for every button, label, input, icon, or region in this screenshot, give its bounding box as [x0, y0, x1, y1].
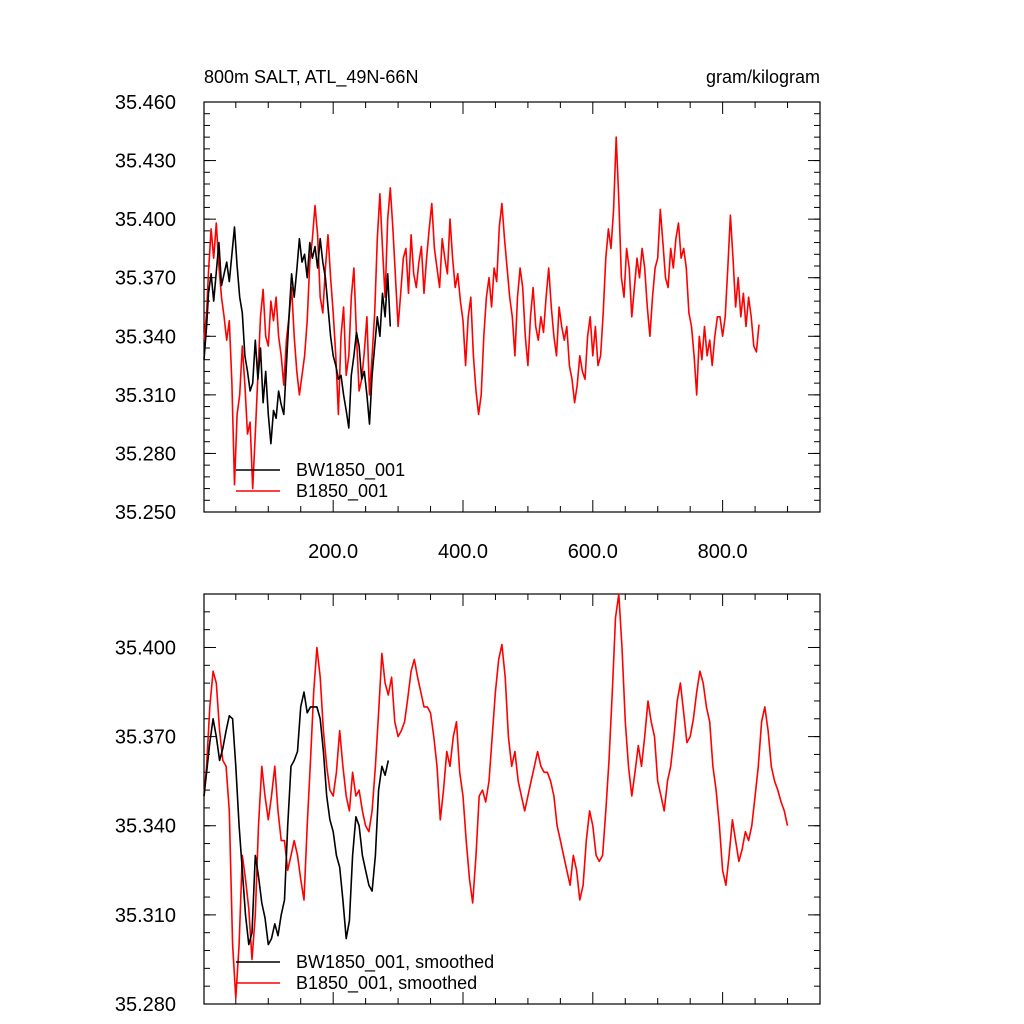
top-panel-units: gram/kilogram — [706, 67, 820, 87]
bottom-panel: 35.280 35.310 35.340 35.370 35.400 BW1850_001… — [115, 593, 821, 1016]
bottom-series-line-red — [203, 593, 789, 999]
top-panel: 800m SALT, ATL_49N-66N gram/kilogram 35.… — [115, 67, 821, 563]
top-plot-frame — [203, 101, 821, 513]
top-xtick-label: 800.0 — [698, 541, 748, 563]
bottom-ytick-label: 35.400 — [115, 637, 176, 659]
bottom-ytick-label: 35.280 — [115, 994, 176, 1016]
top-ytick-label: 35.370 — [115, 268, 176, 290]
top-legend-label: B1850_001 — [296, 481, 388, 502]
top-ytick-label: 35.340 — [115, 326, 176, 348]
top-ytick-label: 35.460 — [115, 92, 176, 114]
top-xtick-label: 400.0 — [438, 541, 488, 563]
top-xtick-label: 200.0 — [308, 541, 358, 563]
top-series-line-black — [203, 226, 392, 445]
top-legend-label: BW1850_001 — [296, 460, 405, 481]
top-ytick-label: 35.310 — [115, 385, 176, 407]
bottom-plot-frame — [203, 593, 821, 1005]
bottom-ytick-label: 35.310 — [115, 905, 176, 927]
bottom-legend-label: B1850_001, smoothed — [296, 973, 477, 994]
bottom-series-line-black — [203, 691, 390, 946]
top-ytick-label: 35.250 — [115, 502, 176, 524]
bottom-ytick-label: 35.340 — [115, 816, 176, 838]
top-panel-title: 800m SALT, ATL_49N-66N — [204, 67, 418, 88]
top-ytick-label: 35.280 — [115, 443, 176, 465]
bottom-legend-label: BW1850_001, smoothed — [296, 952, 494, 973]
bottom-ytick-label: 35.370 — [115, 727, 176, 749]
top-ytick-label: 35.430 — [115, 151, 176, 173]
top-ytick-label: 35.400 — [115, 209, 176, 231]
top-series-line-red — [203, 136, 760, 490]
top-xtick-label: 600.0 — [568, 541, 618, 563]
